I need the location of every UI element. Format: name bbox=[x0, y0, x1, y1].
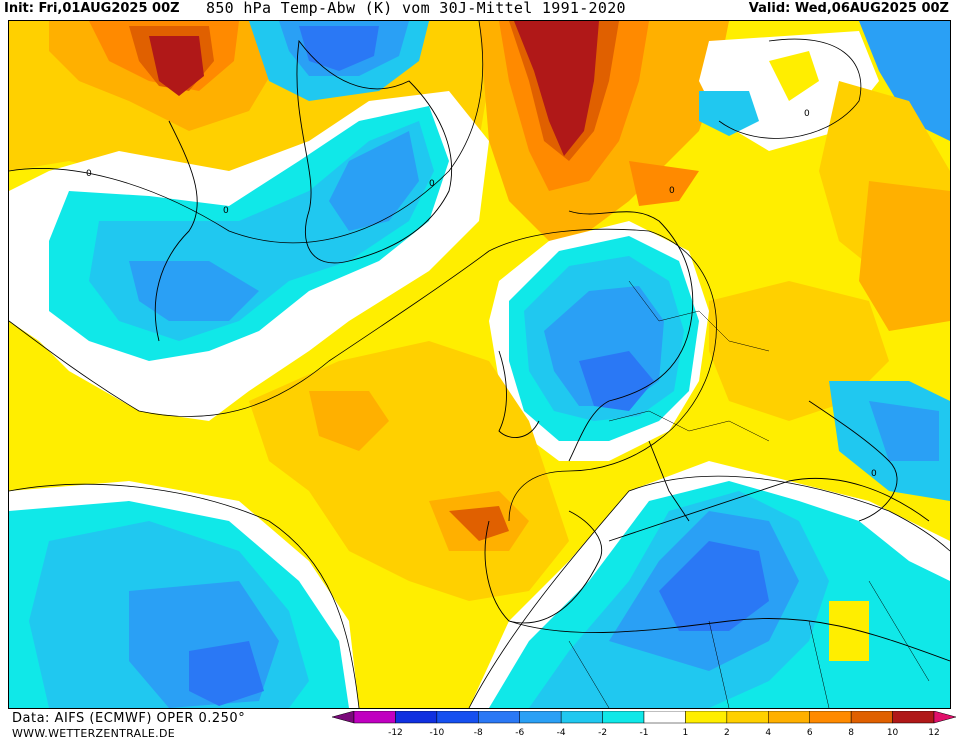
legend-color-box bbox=[726, 710, 769, 724]
legend-color-box bbox=[892, 710, 935, 724]
legend-color-box bbox=[560, 710, 603, 724]
border bbox=[628, 280, 770, 352]
legend-tick-label: 1 bbox=[682, 728, 689, 738]
zero-contour-lines bbox=[9, 21, 950, 708]
britain-coastline bbox=[498, 350, 540, 438]
legend-tick-label: -4 bbox=[556, 728, 566, 738]
legend-color-box bbox=[519, 710, 562, 724]
italy-coastline bbox=[648, 440, 690, 522]
contour-label: 0 bbox=[669, 186, 675, 196]
website-link[interactable]: WWW.WETTERZENTRALE.DE bbox=[12, 727, 175, 740]
legend-tick-label: -1 bbox=[639, 728, 649, 738]
cold-zone-greenland-inner bbox=[329, 131, 419, 231]
contour-label: 0 bbox=[804, 109, 810, 119]
cold-zone-labrador-inner bbox=[129, 261, 259, 321]
legend-arrow-max bbox=[933, 710, 957, 724]
valid-time: Valid: Wed,06AUG2025 00Z bbox=[748, 1, 949, 16]
data-source: Data: AIFS (ECMWF) OPER 0.250° bbox=[12, 711, 246, 726]
warm-zone-kola bbox=[629, 161, 699, 206]
legend-color-box bbox=[353, 710, 396, 724]
legend-tick-label: -2 bbox=[598, 728, 608, 738]
legend-tick-label: -8 bbox=[473, 728, 483, 738]
cold-core-greenland bbox=[299, 26, 379, 71]
legend-bar bbox=[331, 710, 957, 724]
legend-tick-label: -12 bbox=[388, 728, 403, 738]
legend-tick-label: 6 bbox=[806, 728, 813, 738]
border bbox=[568, 640, 610, 708]
africa-coastline bbox=[508, 617, 950, 662]
black-sea-coastline bbox=[808, 400, 898, 522]
legend-tick-label: 12 bbox=[928, 728, 940, 738]
legend-color-box bbox=[809, 710, 852, 724]
country-borders bbox=[568, 280, 930, 708]
legend-tick-label: -6 bbox=[515, 728, 525, 738]
warm-zone-ural-inner bbox=[859, 181, 950, 331]
cold-zone-caucasus bbox=[869, 401, 939, 461]
contour-line bbox=[9, 228, 717, 522]
legend-tick-label: 2 bbox=[723, 728, 730, 738]
contour-line bbox=[9, 21, 484, 244]
legend-color-box bbox=[395, 710, 438, 724]
scandinavia-coastline bbox=[568, 210, 694, 462]
anomaly-map: 0 0 0 0 0 0 bbox=[8, 20, 951, 709]
contour-label: 0 bbox=[429, 179, 435, 189]
legend-tick-label: 10 bbox=[886, 728, 899, 738]
coastlines bbox=[154, 39, 950, 662]
legend-tick-label: -10 bbox=[429, 728, 445, 738]
border bbox=[608, 410, 770, 442]
border bbox=[868, 580, 930, 682]
warm-core-barents bbox=[514, 21, 599, 156]
contour-label: 0 bbox=[223, 206, 229, 216]
mediterranean-coastline bbox=[608, 477, 930, 542]
color-legend: -12 -10 -8 -6 -4 -2 -1 1 2 4 6 8 10 12 bbox=[331, 710, 957, 739]
legend-tick-label: 8 bbox=[848, 728, 855, 738]
init-time: Init: Fri,01AUG2025 00Z bbox=[4, 1, 180, 16]
iberia-coastline bbox=[484, 510, 603, 624]
contour-line bbox=[9, 483, 360, 708]
contour-line bbox=[718, 38, 862, 139]
legend-color-box bbox=[478, 710, 520, 724]
contour-line bbox=[468, 475, 950, 708]
warm-core-iberia bbox=[449, 506, 509, 541]
cold-zone-arctic-small bbox=[699, 91, 759, 136]
legend-color-box bbox=[602, 710, 645, 724]
cold-core-europe bbox=[579, 351, 654, 411]
contour-labels: 0 0 0 0 0 0 bbox=[86, 109, 877, 479]
legend-color-box bbox=[768, 710, 810, 724]
legend-color-box bbox=[850, 710, 893, 724]
border bbox=[808, 620, 830, 708]
greenland-coastline bbox=[296, 39, 453, 264]
cold-zone-siberia-top bbox=[859, 21, 950, 141]
legend-color-box bbox=[436, 710, 479, 724]
legend-arrow-min bbox=[331, 710, 355, 724]
warm-patch-africa bbox=[829, 601, 869, 661]
contour-label: 0 bbox=[86, 169, 92, 179]
canada-coastline bbox=[154, 120, 198, 342]
warm-patch-arctic bbox=[769, 51, 819, 101]
map-header: Init: Fri,01AUG2025 00Z 850 hPa Temp-Abw… bbox=[0, 0, 959, 20]
warm-zone-atlantic-spot bbox=[309, 391, 389, 451]
legend-color-box bbox=[643, 710, 686, 724]
map-title: 850 hPa Temp-Abw (K) vom 30J-Mittel 1991… bbox=[206, 0, 626, 17]
warm-core-canada-max bbox=[149, 36, 204, 96]
cold-core-southwest bbox=[189, 641, 264, 706]
legend-tick-label: 4 bbox=[765, 728, 772, 738]
contour-label: 0 bbox=[871, 469, 877, 479]
border bbox=[708, 620, 730, 708]
legend-color-box bbox=[685, 710, 728, 724]
cold-core-africa bbox=[659, 541, 769, 631]
